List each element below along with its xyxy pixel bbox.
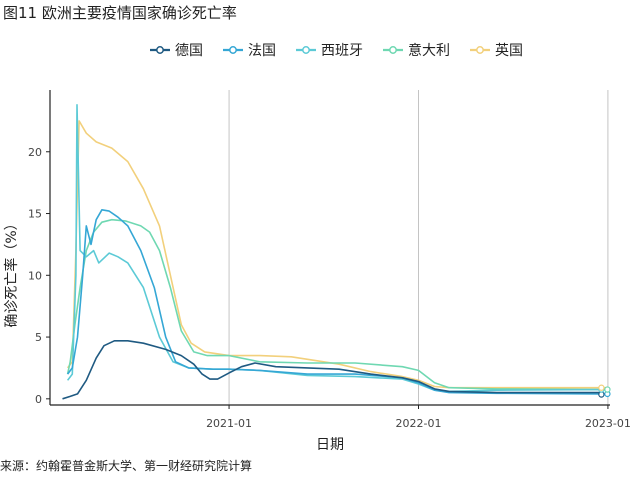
series-line-1 (66, 209, 608, 395)
axes: 0 5 10 15 20 2021-01 2022-01 2023-01 (28, 90, 631, 430)
x-axis-title: 日期 (316, 437, 344, 453)
y-tick-label-2: 10 (28, 269, 42, 282)
legend-item-2: 西班牙 (296, 43, 363, 59)
legend-item-4: 英国 (470, 42, 523, 59)
end-marker-3 (604, 386, 611, 393)
source-note: 来源：约翰霍普金斯大学、第一财经研究院计算 (0, 458, 252, 473)
legend-item-1: 法国 (223, 43, 276, 59)
series-line-3 (66, 218, 608, 391)
legend-label-0: 德国 (175, 43, 203, 59)
legend-item-3: 意大利 (383, 42, 450, 59)
y-tick-label-4: 20 (28, 146, 42, 159)
end-marker-4 (598, 384, 605, 391)
series-line-0 (62, 340, 608, 400)
legend: 德国 法国 西班牙 意大利 英国 (150, 42, 523, 59)
legend-swatch-marker-3 (389, 46, 397, 54)
legend-label-4: 英国 (495, 42, 523, 59)
y-tick-label-3: 15 (28, 208, 42, 221)
x-tick-label-2: 2023-01 (585, 417, 631, 430)
legend-swatch-marker-2 (302, 46, 310, 54)
x-tick-label-1: 2022-01 (396, 417, 442, 430)
legend-label-1: 法国 (248, 43, 276, 59)
series-group (62, 104, 608, 400)
legend-label-2: 西班牙 (321, 43, 363, 59)
legend-item-0: 德国 (150, 43, 203, 59)
series-line-4 (66, 120, 608, 389)
end-markers (598, 384, 611, 398)
y-tick-label-1: 5 (35, 331, 42, 344)
x-tick-label-0: 2021-01 (206, 417, 252, 430)
series-line-2 (66, 104, 608, 393)
y-tick-label-0: 0 (35, 393, 42, 406)
y-axis-title: 确诊死亡率（%） (3, 216, 20, 327)
legend-label-3: 意大利 (408, 42, 450, 59)
grid (228, 90, 609, 405)
legend-swatch-marker-1 (229, 46, 237, 54)
legend-swatch-marker-4 (476, 46, 484, 54)
legend-swatch-marker-0 (156, 46, 164, 54)
chart-title: 图11 欧洲主要疫情国家确诊死亡率 (3, 4, 237, 22)
